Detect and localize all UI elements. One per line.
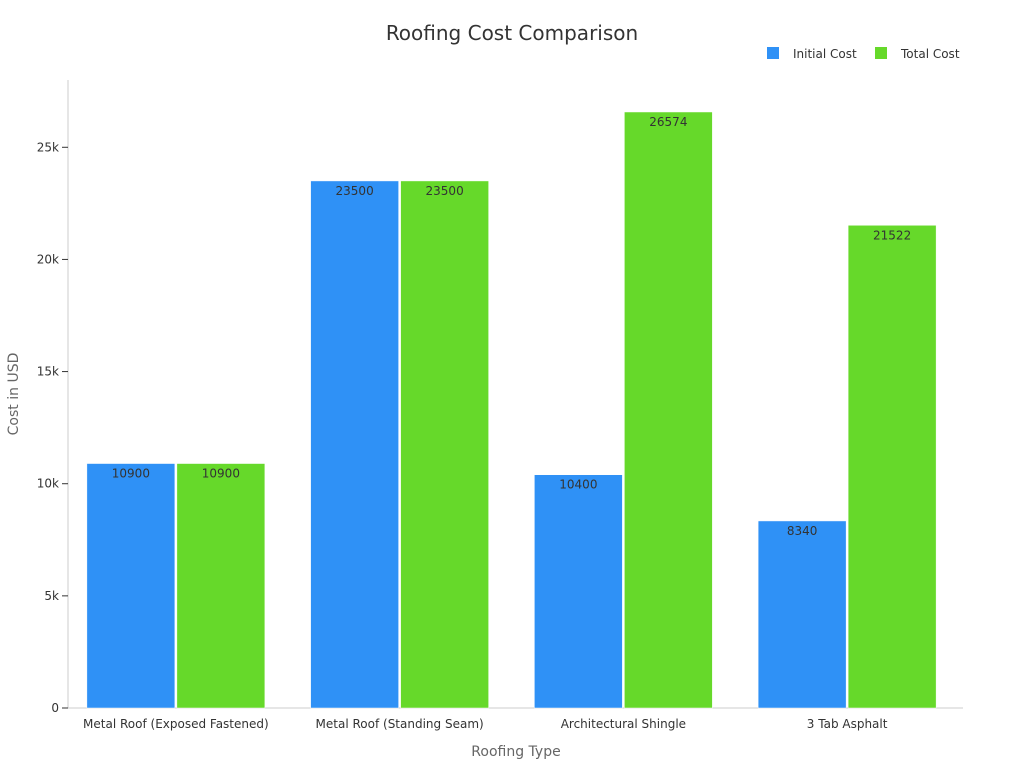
x-tick-label: Architectural Shingle bbox=[561, 717, 686, 731]
bar bbox=[534, 474, 623, 709]
y-tick-label: 20k bbox=[37, 252, 59, 266]
legend-swatch bbox=[767, 47, 779, 59]
bar-value-label: 21522 bbox=[873, 228, 911, 242]
y-tick-label: 15k bbox=[37, 365, 59, 379]
bar bbox=[847, 225, 937, 709]
legend-swatch bbox=[875, 47, 887, 59]
x-tick-label: Metal Roof (Standing Seam) bbox=[316, 717, 484, 731]
legend-label: Initial Cost bbox=[793, 47, 857, 61]
legend-label: Total Cost bbox=[900, 47, 960, 61]
y-tick-label: 10k bbox=[37, 477, 59, 491]
chart-title: Roofing Cost Comparison bbox=[386, 21, 638, 45]
y-tick-label: 0 bbox=[51, 701, 59, 715]
bar bbox=[176, 463, 266, 709]
bar bbox=[624, 111, 713, 709]
bar-value-label: 8340 bbox=[787, 524, 818, 538]
y-axis-title: Cost in USD bbox=[6, 353, 22, 436]
y-tick-label: 25k bbox=[37, 140, 59, 154]
bars bbox=[86, 111, 937, 709]
bar bbox=[400, 180, 489, 709]
y-tick-label: 5k bbox=[44, 589, 59, 603]
bar-value-label: 10900 bbox=[202, 467, 240, 481]
bar bbox=[310, 180, 399, 709]
bar-value-label: 23500 bbox=[336, 184, 374, 198]
x-tick-label: Metal Roof (Exposed Fastened) bbox=[83, 717, 269, 731]
bar bbox=[86, 463, 176, 709]
x-axis: Metal Roof (Exposed Fastened) Metal Roof … bbox=[68, 707, 963, 731]
bar-value-label: 26574 bbox=[649, 115, 687, 129]
x-axis-title: Roofing Type bbox=[471, 744, 560, 760]
data-labels: 10900 10900 23500 23500 10400 26574 8340 21522 bbox=[112, 115, 911, 538]
x-tick-label: 3 Tab Asphalt bbox=[807, 717, 888, 731]
bar-value-label: 10900 bbox=[112, 467, 150, 481]
bar bbox=[757, 520, 847, 709]
y-axis: 0 5k 10k 15k 20k 25k bbox=[37, 80, 69, 715]
bar-value-label: 10400 bbox=[559, 478, 597, 492]
bar-value-label: 23500 bbox=[426, 184, 464, 198]
legend: Initial Cost Total Cost bbox=[767, 47, 960, 61]
